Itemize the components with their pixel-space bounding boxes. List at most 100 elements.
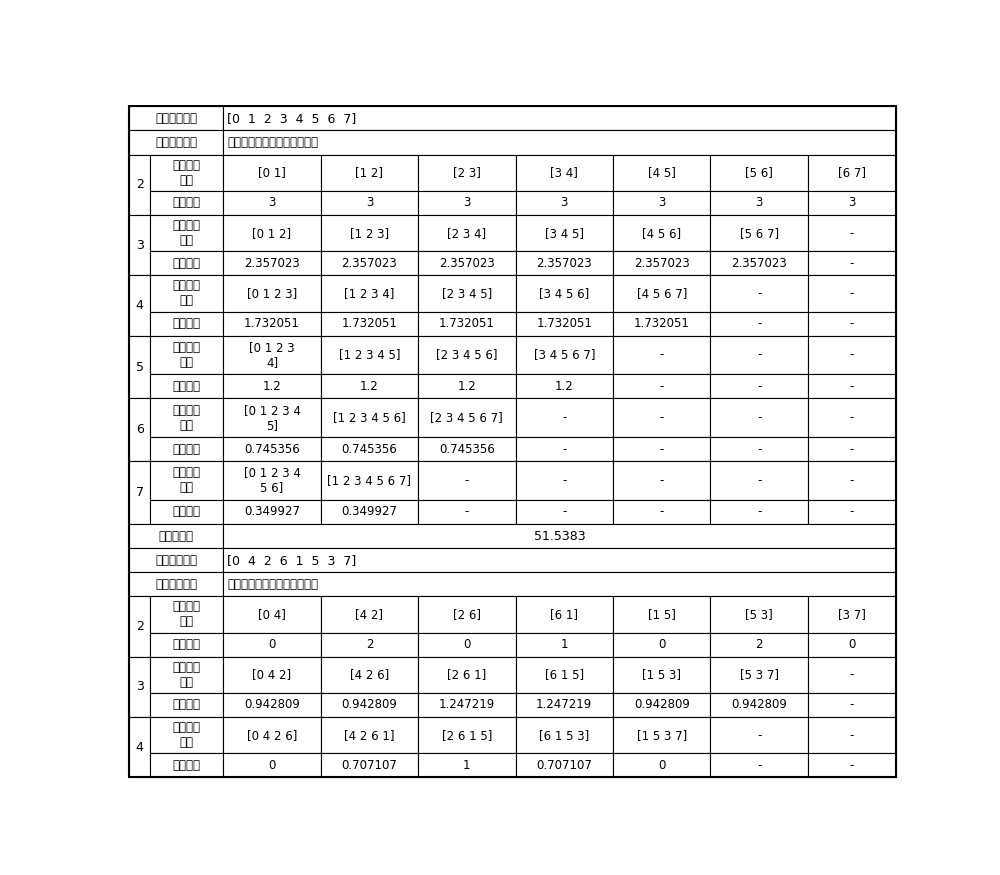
Bar: [613, 461, 710, 500]
Text: 均方误差: 均方误差: [173, 196, 201, 209]
Bar: [129, 336, 150, 398]
Text: [2 3 4 5]: [2 3 4 5]: [442, 287, 492, 300]
Text: 1.2: 1.2: [457, 380, 476, 393]
Text: -: -: [660, 380, 664, 393]
Bar: [223, 753, 321, 777]
Text: [1 2]: [1 2]: [355, 166, 383, 179]
Text: [0 4 2 6]: [0 4 2 6]: [247, 729, 297, 742]
Text: -: -: [850, 506, 854, 518]
Bar: [808, 633, 896, 657]
Text: 2.357023: 2.357023: [439, 256, 495, 270]
Text: -: -: [850, 348, 854, 361]
Bar: [321, 276, 418, 312]
Text: 1: 1: [463, 759, 471, 772]
Text: 时隙分配
组合: 时隙分配 组合: [173, 661, 201, 689]
Text: [3 4 5 6]: [3 4 5 6]: [539, 287, 589, 300]
Bar: [418, 155, 516, 191]
Text: 1.247219: 1.247219: [439, 698, 495, 711]
Bar: [418, 597, 516, 633]
Text: 2: 2: [136, 620, 144, 633]
Bar: [321, 374, 418, 398]
Text: 时隙映射方案: 时隙映射方案: [155, 554, 197, 567]
Text: [0 1 2 3 4
5 6]: [0 1 2 3 4 5 6]: [244, 466, 300, 494]
Text: 2: 2: [136, 178, 144, 192]
Text: [1 5 3]: [1 5 3]: [642, 668, 681, 682]
Text: -: -: [850, 256, 854, 270]
Text: -: -: [757, 506, 761, 518]
Text: -: -: [850, 698, 854, 711]
Text: 均方误差: 均方误差: [173, 256, 201, 270]
Bar: [808, 215, 896, 251]
Bar: [321, 191, 418, 215]
Text: 2.357023: 2.357023: [342, 256, 397, 270]
Text: [2 6 1]: [2 6 1]: [447, 668, 486, 682]
Text: [6 7]: [6 7]: [838, 166, 866, 179]
Text: 各种时隙分配组合的均方误差: 各种时隙分配组合的均方误差: [227, 136, 318, 149]
Text: -: -: [850, 380, 854, 393]
Bar: [613, 276, 710, 312]
Text: 时隙分配
组合: 时隙分配 组合: [173, 600, 201, 628]
Text: 1.2: 1.2: [263, 380, 281, 393]
Text: 2: 2: [755, 638, 763, 651]
Bar: [223, 215, 321, 251]
Text: 0: 0: [658, 638, 665, 651]
Bar: [710, 597, 808, 633]
Bar: [321, 597, 418, 633]
Text: [5 6 7]: [5 6 7]: [740, 227, 779, 240]
Bar: [516, 437, 613, 461]
Text: -: -: [757, 729, 761, 742]
Bar: [150, 251, 223, 276]
Text: -: -: [850, 317, 854, 330]
Bar: [710, 461, 808, 500]
Text: -: -: [660, 443, 664, 456]
Text: [4 5 6]: [4 5 6]: [642, 227, 681, 240]
Bar: [150, 336, 223, 374]
Text: [3 4 5]: [3 4 5]: [545, 227, 584, 240]
Bar: [321, 215, 418, 251]
Bar: [223, 336, 321, 374]
Bar: [418, 437, 516, 461]
Bar: [613, 500, 710, 524]
Bar: [710, 215, 808, 251]
Bar: [613, 155, 710, 191]
Text: 2.357023: 2.357023: [731, 256, 787, 270]
Bar: [150, 461, 223, 500]
Text: 0.349927: 0.349927: [341, 506, 397, 518]
Bar: [710, 374, 808, 398]
Text: 均方误差: 均方误差: [173, 506, 201, 518]
Text: 时隙映射方案: 时隙映射方案: [155, 112, 197, 125]
Text: [1 5]: [1 5]: [648, 608, 676, 621]
Text: 均方误差: 均方误差: [173, 443, 201, 456]
Text: -: -: [757, 348, 761, 361]
Bar: [613, 597, 710, 633]
Bar: [223, 312, 321, 336]
Bar: [129, 548, 223, 572]
Text: 3: 3: [366, 196, 373, 209]
Text: [3 4 5 6 7]: [3 4 5 6 7]: [534, 348, 595, 361]
Text: -: -: [660, 348, 664, 361]
Text: -: -: [562, 506, 566, 518]
Bar: [613, 693, 710, 717]
Text: -: -: [562, 443, 566, 456]
Bar: [516, 276, 613, 312]
Bar: [129, 461, 150, 524]
Bar: [613, 215, 710, 251]
Text: 时隙分配
组合: 时隙分配 组合: [173, 219, 201, 247]
Text: [6 1 5 3]: [6 1 5 3]: [539, 729, 589, 742]
Bar: [418, 398, 516, 437]
Text: [5 3 7]: [5 3 7]: [740, 668, 779, 682]
Text: 1.732051: 1.732051: [244, 317, 300, 330]
Text: 2.357023: 2.357023: [244, 256, 300, 270]
Bar: [129, 524, 223, 548]
Text: 0.942809: 0.942809: [341, 698, 397, 711]
Bar: [418, 191, 516, 215]
Bar: [321, 437, 418, 461]
Bar: [516, 336, 613, 374]
Text: [1 2 3 4 5 6]: [1 2 3 4 5 6]: [333, 411, 406, 424]
Bar: [418, 251, 516, 276]
Text: 1.2: 1.2: [360, 380, 379, 393]
Bar: [129, 657, 150, 717]
Text: [2 3]: [2 3]: [453, 166, 481, 179]
Bar: [418, 753, 516, 777]
Text: 3: 3: [848, 196, 856, 209]
